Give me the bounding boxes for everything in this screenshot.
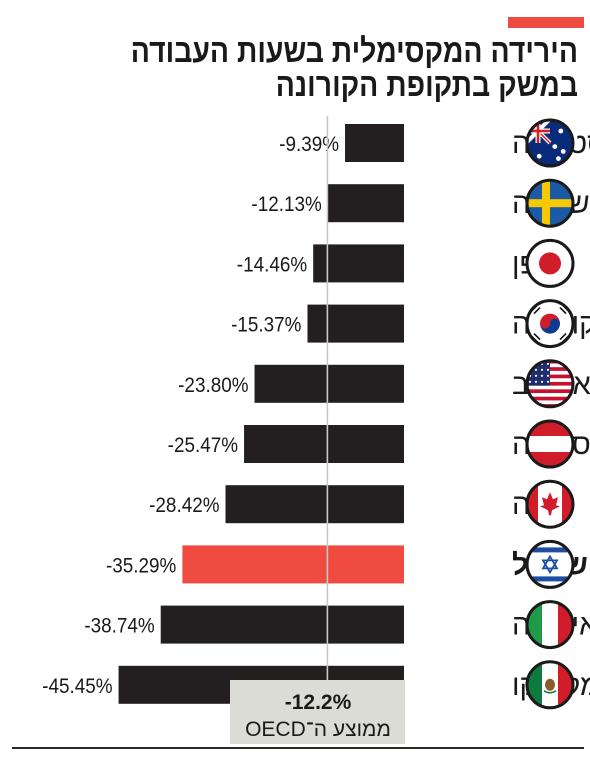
value-label: -9.39% bbox=[279, 133, 339, 156]
value-label: -15.37% bbox=[231, 314, 302, 337]
oecd-average-box bbox=[230, 680, 405, 744]
italy-flag bbox=[528, 602, 572, 647]
chart-title: הירידה המקסימלית בשעות העבודה במשק בתקופ… bbox=[91, 34, 578, 102]
flag-ring bbox=[525, 419, 575, 469]
oecd-average-label: ממוצע ה־OECD bbox=[245, 718, 391, 741]
value-label: -45.45% bbox=[42, 675, 113, 698]
flag-ring bbox=[525, 539, 575, 589]
value-label: -38.74% bbox=[84, 615, 155, 638]
bar bbox=[307, 304, 404, 343]
flag-ring bbox=[525, 479, 575, 529]
bar bbox=[160, 605, 404, 644]
flag-ring bbox=[525, 359, 575, 409]
bottom-rule bbox=[12, 747, 584, 749]
value-label: -28.42% bbox=[149, 494, 220, 517]
title-line-2: במשק בתקופת הקורונה bbox=[275, 66, 578, 103]
bar bbox=[327, 184, 404, 223]
bar bbox=[345, 124, 404, 162]
canada-flag bbox=[528, 482, 572, 527]
japan-flag bbox=[528, 241, 572, 286]
value-label: -14.46% bbox=[237, 254, 308, 277]
flag-ring bbox=[525, 299, 575, 349]
bar bbox=[313, 244, 404, 283]
accent-bar bbox=[508, 17, 584, 28]
value-label: -25.47% bbox=[168, 434, 239, 457]
flag-ring bbox=[525, 600, 575, 650]
flag-ring bbox=[525, 660, 575, 710]
bar bbox=[244, 425, 404, 463]
oecd-average-value: -12.2% bbox=[285, 691, 352, 714]
sweden-flag bbox=[528, 181, 572, 226]
korea-flag bbox=[528, 301, 572, 346]
bar bbox=[182, 545, 404, 584]
flag-ring bbox=[525, 238, 575, 288]
value-label: -35.29% bbox=[106, 555, 177, 578]
value-label: -12.13% bbox=[251, 193, 322, 216]
austria-flag bbox=[528, 422, 572, 466]
title-line-1: הירידה המקסימלית בשעות העבודה bbox=[130, 32, 578, 69]
bar bbox=[254, 364, 404, 403]
bar bbox=[225, 485, 404, 524]
flag-ring bbox=[525, 178, 575, 228]
flag-ring bbox=[525, 118, 575, 168]
value-label: -23.80% bbox=[178, 374, 249, 397]
mexico-flag bbox=[528, 662, 572, 707]
israel-flag bbox=[528, 542, 572, 587]
